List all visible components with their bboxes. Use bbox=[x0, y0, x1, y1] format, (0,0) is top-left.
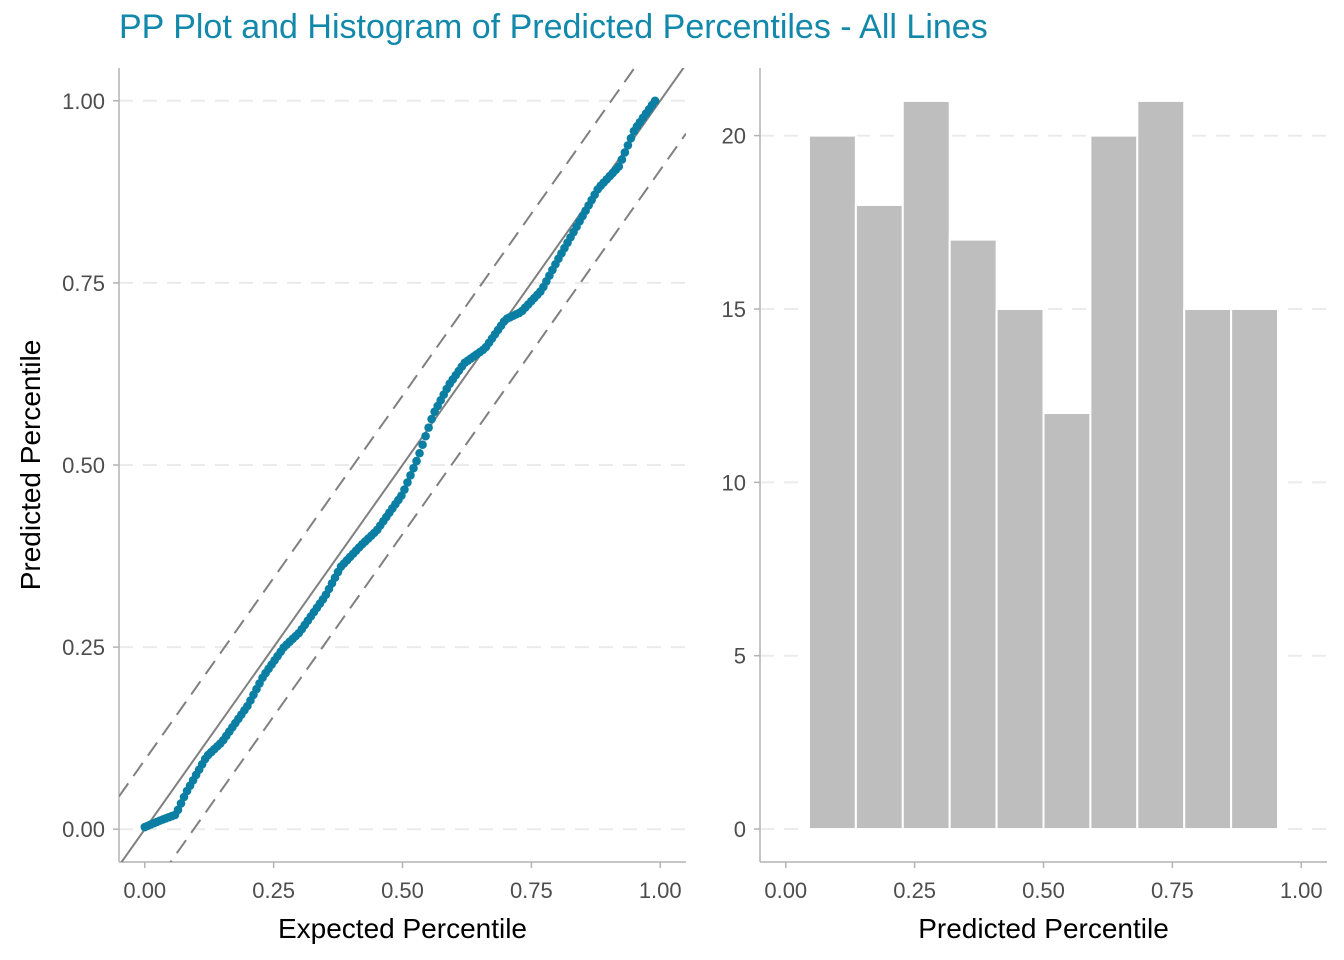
x-tick-label: 0.25 bbox=[252, 878, 295, 903]
histogram-bar bbox=[1042, 411, 1092, 831]
data-point bbox=[406, 471, 415, 480]
x-tick-label: 1.00 bbox=[1280, 878, 1323, 903]
histogram-bar bbox=[854, 203, 904, 831]
x-tick-label: 0.25 bbox=[893, 878, 936, 903]
y-axis-title: Predicted Percentile bbox=[15, 340, 46, 591]
data-point bbox=[427, 414, 436, 424]
data-point bbox=[412, 456, 421, 466]
y-tick-label: 0.25 bbox=[62, 635, 105, 660]
data-point bbox=[403, 478, 412, 487]
data-point bbox=[176, 799, 186, 808]
data-point bbox=[415, 448, 424, 458]
y-tick-label: 10 bbox=[722, 470, 746, 495]
y-tick-label: 20 bbox=[722, 124, 746, 149]
y-tick-label: 0 bbox=[734, 817, 746, 842]
y-tick-label: 15 bbox=[722, 297, 746, 322]
data-point bbox=[626, 133, 636, 143]
data-point bbox=[623, 141, 633, 150]
data-point bbox=[418, 440, 427, 449]
y-tick-label: 1.00 bbox=[62, 89, 105, 114]
histogram-bar bbox=[1136, 99, 1186, 831]
data-point bbox=[617, 155, 627, 164]
y-tick-label: 5 bbox=[734, 644, 746, 669]
x-tick-label: 0.00 bbox=[764, 878, 807, 903]
x-tick-label: 1.00 bbox=[639, 878, 682, 903]
data-point bbox=[173, 805, 183, 815]
x-axis-title: Expected Percentile bbox=[278, 913, 527, 944]
x-tick-label: 0.50 bbox=[381, 878, 424, 903]
histogram-bar bbox=[1230, 307, 1280, 831]
confidence-band-line bbox=[119, 68, 636, 798]
histogram-bar bbox=[995, 307, 1045, 831]
histogram-bar bbox=[901, 99, 951, 831]
histogram-bar bbox=[1183, 307, 1233, 831]
data-point bbox=[620, 148, 630, 157]
histogram-bar bbox=[948, 238, 998, 831]
histogram-panel: 0 5 10 15 20 0.00 0.25 0.50 0.75 1.00 Predicted Pe… bbox=[722, 68, 1327, 944]
data-point bbox=[421, 431, 430, 441]
pp-plot-panel: 0.00 0.25 0.50 0.75 1.00 0.00 0.25 0.50 0.75 1.00… bbox=[15, 68, 686, 944]
bars bbox=[807, 99, 1280, 831]
data-points bbox=[140, 96, 660, 832]
x-tick-label: 0.00 bbox=[123, 878, 166, 903]
data-point bbox=[409, 463, 418, 473]
x-tick-label: 0.75 bbox=[510, 878, 553, 903]
x-tick-label: 0.75 bbox=[1151, 878, 1194, 903]
y-tick-label: 0.50 bbox=[62, 453, 105, 478]
confidence-band-line bbox=[169, 132, 686, 862]
y-tick-label: 0.75 bbox=[62, 271, 105, 296]
y-tick-label: 0.00 bbox=[62, 817, 105, 842]
histogram-bar bbox=[1089, 134, 1139, 831]
data-point bbox=[614, 162, 624, 171]
data-point bbox=[400, 485, 409, 494]
x-axis-title: Predicted Percentile bbox=[918, 913, 1169, 944]
x-tick-label: 0.50 bbox=[1022, 878, 1065, 903]
chart-title: PP Plot and Histogram of Predicted Perce… bbox=[119, 8, 988, 46]
data-point bbox=[424, 423, 433, 432]
histogram-bar bbox=[807, 134, 857, 831]
data-point bbox=[650, 96, 660, 106]
reference-lines bbox=[119, 68, 686, 862]
